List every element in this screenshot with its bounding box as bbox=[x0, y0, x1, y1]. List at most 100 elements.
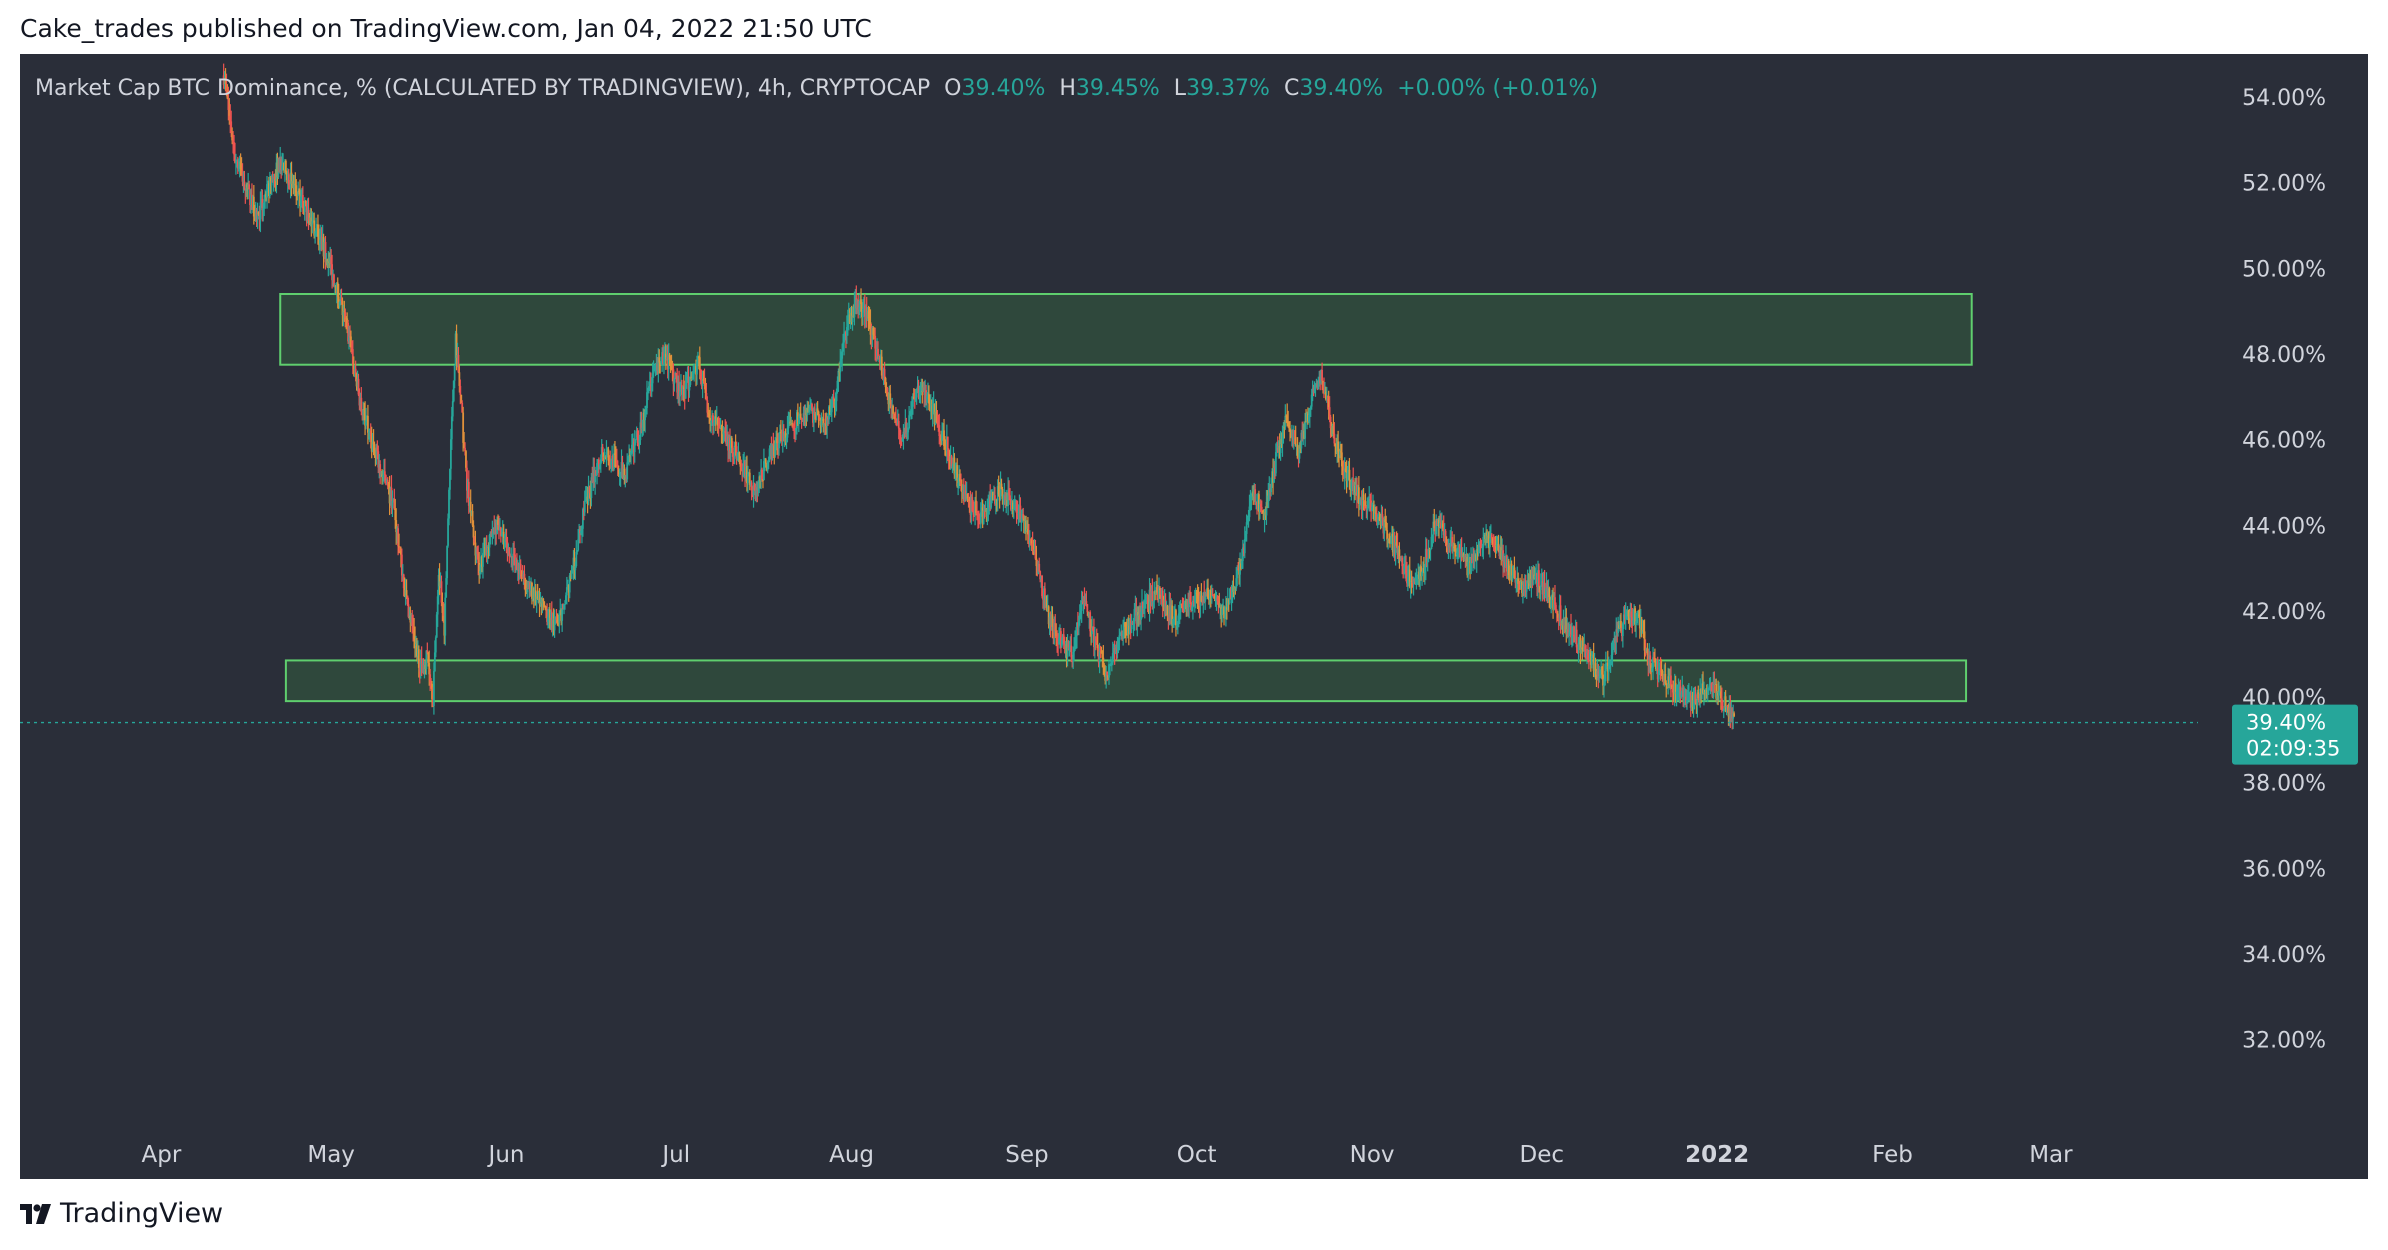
candle bbox=[812, 413, 815, 423]
candle bbox=[672, 369, 675, 384]
candle bbox=[971, 497, 974, 512]
candle bbox=[1486, 531, 1488, 536]
candle bbox=[1725, 705, 1728, 708]
candle bbox=[824, 423, 827, 425]
candle bbox=[285, 171, 288, 180]
candle bbox=[405, 590, 408, 596]
candle bbox=[593, 470, 596, 483]
candle bbox=[891, 406, 894, 408]
candle bbox=[1322, 380, 1324, 383]
candle bbox=[1304, 421, 1307, 439]
candle bbox=[1070, 645, 1073, 658]
candle bbox=[1225, 607, 1228, 610]
candle bbox=[1263, 512, 1266, 520]
candle bbox=[1573, 635, 1576, 641]
candle bbox=[1050, 614, 1053, 626]
candle bbox=[1086, 604, 1089, 613]
candle bbox=[1700, 688, 1703, 695]
candle bbox=[270, 180, 273, 186]
candle bbox=[1562, 617, 1565, 626]
candle bbox=[452, 380, 455, 402]
candle bbox=[1723, 696, 1726, 710]
candle bbox=[1635, 621, 1637, 625]
candle bbox=[1372, 504, 1374, 507]
candle bbox=[676, 375, 679, 393]
candle bbox=[839, 360, 842, 373]
candle bbox=[1229, 598, 1232, 600]
candle bbox=[815, 408, 818, 417]
candle bbox=[861, 304, 863, 318]
candle bbox=[847, 314, 850, 319]
y-tick-label: 42.00% bbox=[2242, 600, 2326, 625]
candle bbox=[737, 452, 740, 454]
candle bbox=[1180, 604, 1183, 606]
candle bbox=[1537, 570, 1539, 587]
candle bbox=[449, 439, 452, 469]
candle bbox=[643, 412, 646, 421]
candle bbox=[1558, 605, 1561, 620]
candle bbox=[1494, 545, 1497, 547]
candle bbox=[1275, 448, 1278, 453]
candle bbox=[494, 522, 497, 534]
candle bbox=[306, 209, 309, 222]
candle bbox=[510, 556, 513, 558]
candle bbox=[234, 154, 236, 163]
candle bbox=[269, 178, 272, 186]
candle bbox=[1622, 614, 1625, 624]
candle bbox=[1637, 614, 1640, 616]
candle bbox=[1323, 382, 1325, 393]
candle bbox=[1361, 494, 1364, 509]
candle bbox=[1067, 641, 1070, 648]
candle bbox=[1385, 522, 1388, 531]
tradingview-logo-icon[interactable] bbox=[20, 1203, 52, 1224]
candle bbox=[1417, 571, 1420, 575]
candle bbox=[240, 169, 243, 171]
candle bbox=[1582, 649, 1585, 652]
candle bbox=[599, 459, 602, 465]
candle bbox=[664, 353, 666, 357]
candle bbox=[757, 481, 760, 491]
candle bbox=[1141, 601, 1143, 612]
candle bbox=[817, 411, 820, 415]
candle bbox=[1712, 683, 1715, 697]
candle bbox=[1350, 481, 1353, 489]
x-tick-label: Jun bbox=[487, 1142, 525, 1168]
candle bbox=[1653, 657, 1655, 661]
price-chart[interactable]: 54.00%52.00%50.00%48.00%46.00%44.00%42.0… bbox=[20, 54, 2368, 1179]
candle bbox=[1707, 687, 1710, 689]
candle bbox=[1041, 575, 1043, 597]
chart-panel[interactable]: 54.00% 52.00% 50.00% 48.00% 46.00% 44.00% 42.0… bbox=[20, 54, 2368, 1179]
candle bbox=[781, 431, 784, 441]
candle bbox=[1630, 611, 1633, 618]
candle bbox=[543, 601, 546, 606]
candle bbox=[623, 468, 626, 478]
candle bbox=[690, 376, 693, 380]
candle bbox=[1419, 566, 1422, 579]
candle bbox=[670, 361, 673, 367]
candle bbox=[1504, 562, 1506, 568]
candle bbox=[235, 162, 237, 164]
candle bbox=[1547, 588, 1550, 592]
candle bbox=[1490, 534, 1493, 539]
candle bbox=[770, 446, 773, 457]
candle bbox=[1447, 544, 1450, 548]
candle bbox=[1307, 414, 1310, 422]
candle bbox=[1530, 578, 1533, 587]
candle bbox=[1628, 616, 1631, 619]
candle bbox=[1608, 665, 1611, 667]
candle bbox=[1340, 452, 1343, 467]
candle bbox=[432, 699, 434, 706]
candle bbox=[960, 481, 962, 486]
candle bbox=[1288, 424, 1290, 429]
candle bbox=[1413, 578, 1416, 582]
candle bbox=[1306, 413, 1308, 422]
candle bbox=[886, 387, 889, 394]
candle bbox=[1589, 652, 1592, 665]
candle bbox=[1258, 494, 1260, 512]
candle bbox=[553, 618, 556, 631]
candle bbox=[1600, 666, 1603, 675]
candle bbox=[1307, 413, 1309, 422]
candle bbox=[1695, 703, 1698, 706]
candle bbox=[771, 443, 774, 457]
candle bbox=[801, 419, 804, 422]
